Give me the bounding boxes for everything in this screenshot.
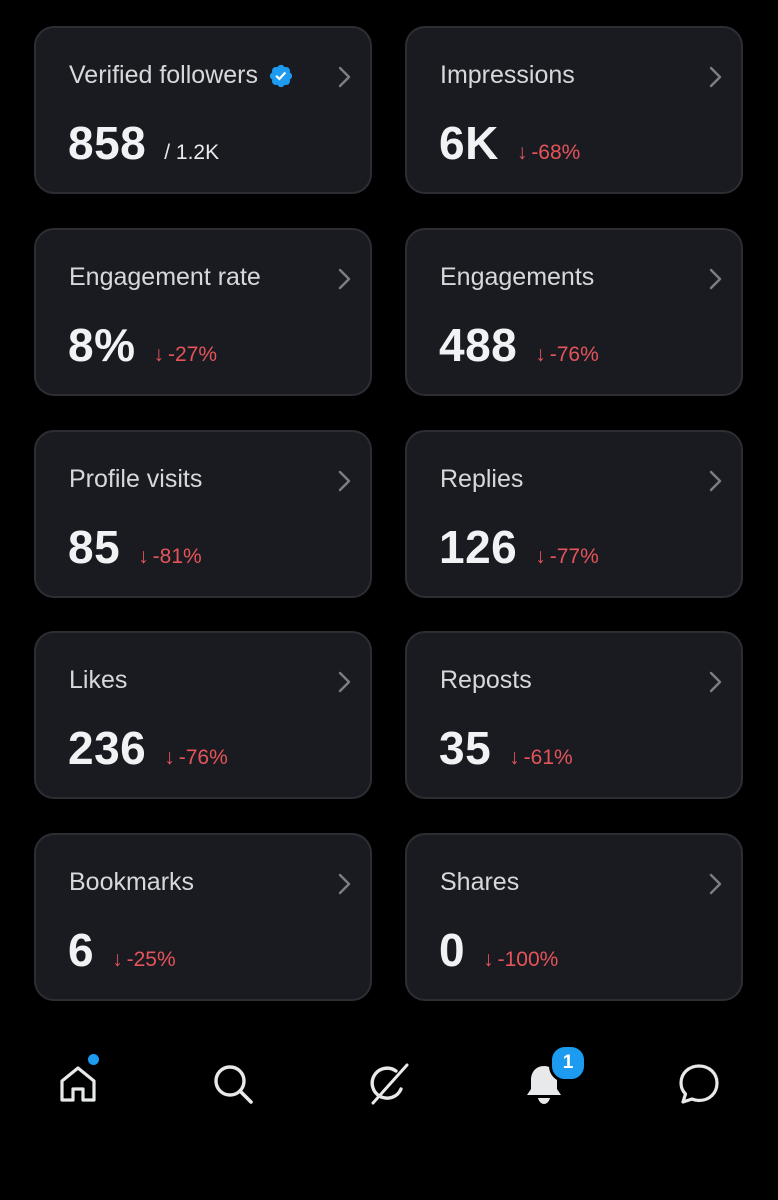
metric-delta-value: -68% — [531, 141, 581, 164]
metric-delta: ↓ -100% — [483, 948, 558, 972]
metric-value-row: 858 / 1.2K — [68, 116, 219, 170]
chevron-right-icon — [709, 873, 722, 895]
metric-delta-value: -77% — [549, 545, 599, 568]
metric-value: 236 — [68, 722, 147, 774]
down-arrow-icon: ↓ — [509, 746, 520, 769]
metric-card-shares[interactable]: Shares 0 ↓ -100% — [405, 833, 743, 1001]
down-arrow-icon: ↓ — [535, 545, 546, 568]
metric-title-text: Verified followers — [69, 61, 258, 89]
metric-value-row: 35 ↓ -61% — [439, 721, 573, 775]
metric-card-bookmarks[interactable]: Bookmarks 6 ↓ -25% — [34, 833, 372, 1001]
metric-card-impressions[interactable]: Impressions 6K ↓ -68% — [405, 26, 743, 194]
metric-value-row: 6 ↓ -25% — [68, 923, 176, 977]
nav-grok[interactable] — [358, 1054, 418, 1114]
metric-delta: ↓ -76% — [164, 746, 228, 770]
chevron-right-icon — [338, 470, 351, 492]
nav-messages[interactable] — [669, 1054, 729, 1114]
metric-value: 126 — [439, 521, 518, 573]
chevron-right-icon — [709, 268, 722, 290]
metric-delta: ↓ -68% — [517, 141, 581, 165]
metric-delta-value: -81% — [152, 545, 202, 568]
metric-total: / 1.2K — [164, 141, 220, 164]
metric-value: 0 — [439, 924, 466, 976]
messages-icon — [679, 1064, 719, 1104]
metric-card-engagements[interactable]: Engagements 488 ↓ -76% — [405, 228, 743, 396]
notification-count-badge: 1 — [549, 1044, 587, 1082]
metric-delta-value: -61% — [523, 746, 573, 769]
metric-title: Engagement rate — [69, 263, 261, 291]
metric-title: Replies — [440, 465, 524, 493]
chevron-right-icon — [338, 66, 351, 88]
chevron-right-icon — [338, 671, 351, 693]
down-arrow-icon: ↓ — [516, 141, 528, 164]
metric-title: Verified followers — [69, 61, 294, 90]
metric-card-engagement-rate[interactable]: Engagement rate 8% ↓ -27% — [34, 228, 372, 396]
down-arrow-icon: ↓ — [535, 343, 546, 366]
metric-delta: ↓ -27% — [153, 343, 217, 367]
search-icon — [214, 1065, 253, 1104]
metric-value-row: 236 ↓ -76% — [68, 721, 228, 775]
home-unread-dot — [88, 1054, 99, 1065]
metric-value-row: 8% ↓ -27% — [68, 318, 217, 372]
metric-delta-value: -25% — [126, 948, 176, 971]
verified-badge-icon — [269, 64, 293, 87]
metric-value: 6K — [439, 117, 499, 169]
down-arrow-icon: ↓ — [112, 948, 123, 971]
metric-delta: ↓ -76% — [535, 343, 599, 367]
metric-delta-value: -27% — [167, 343, 218, 366]
metric-card-replies[interactable]: Replies 126 ↓ -77% — [405, 430, 743, 598]
down-arrow-icon: ↓ — [483, 948, 494, 971]
metric-value-row: 85 ↓ -81% — [68, 520, 202, 574]
metric-title: Impressions — [440, 61, 575, 89]
chevron-right-icon — [338, 873, 351, 895]
chevron-right-icon — [338, 268, 351, 290]
metric-delta-value: -76% — [178, 746, 228, 769]
metric-delta: ↓ -25% — [112, 948, 176, 972]
metric-title: Likes — [69, 666, 128, 694]
metric-value: 85 — [68, 521, 121, 573]
metric-value-row: 0 ↓ -100% — [439, 923, 558, 977]
metric-value-row: 488 ↓ -76% — [439, 318, 599, 372]
metric-title: Engagements — [440, 263, 595, 291]
grok-icon — [370, 1063, 409, 1105]
metric-delta: ↓ -61% — [509, 746, 573, 770]
metric-card-verified-followers[interactable]: Verified followers 858 / 1.2K — [34, 26, 372, 194]
down-arrow-icon: ↓ — [164, 746, 175, 769]
metric-card-likes[interactable]: Likes 236 ↓ -76% — [34, 631, 372, 799]
metric-title: Reposts — [440, 666, 532, 694]
home-icon — [60, 1066, 96, 1102]
nav-search[interactable] — [203, 1054, 263, 1114]
metric-title: Shares — [440, 868, 520, 896]
metric-card-reposts[interactable]: Reposts 35 ↓ -61% — [405, 631, 743, 799]
metric-delta-value: -100% — [497, 948, 559, 971]
bottom-nav: 1 — [0, 1032, 778, 1132]
nav-home[interactable] — [48, 1054, 108, 1114]
metric-card-profile-visits[interactable]: Profile visits 85 ↓ -81% — [34, 430, 372, 598]
metric-value: 35 — [439, 722, 492, 774]
chevron-right-icon — [709, 671, 722, 693]
chevron-right-icon — [709, 470, 722, 492]
metric-value: 858 — [68, 117, 147, 169]
metric-value-row: 6K ↓ -68% — [439, 116, 580, 170]
metric-delta-value: -76% — [549, 343, 599, 366]
chevron-right-icon — [709, 66, 722, 88]
metric-delta: ↓ -81% — [138, 545, 202, 569]
metric-value: 488 — [439, 319, 518, 371]
metric-value: 8% — [68, 319, 136, 371]
metric-title: Bookmarks — [69, 868, 195, 896]
down-arrow-icon: ↓ — [153, 343, 164, 366]
metric-title: Profile visits — [69, 465, 203, 493]
metric-value-row: 126 ↓ -77% — [439, 520, 599, 574]
metric-value: 6 — [68, 924, 95, 976]
metric-delta: ↓ -77% — [535, 545, 599, 569]
down-arrow-icon: ↓ — [138, 545, 149, 568]
nav-notifications[interactable]: 1 — [514, 1044, 587, 1114]
